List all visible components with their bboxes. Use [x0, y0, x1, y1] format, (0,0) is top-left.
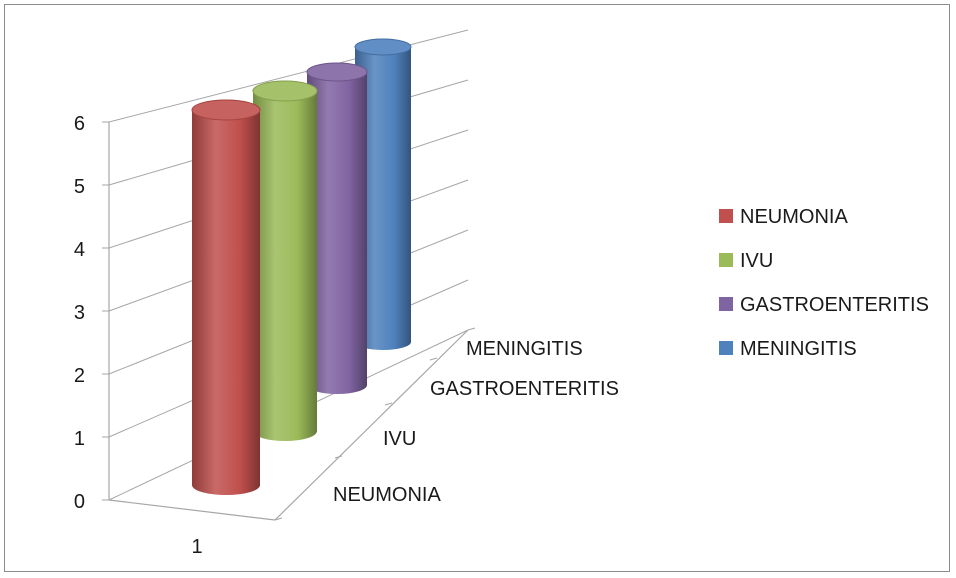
- legend-swatch: [719, 253, 733, 267]
- cylinder-body: [253, 91, 317, 441]
- axes: [102, 121, 476, 521]
- x-axis-line: [108, 499, 276, 521]
- legend-label: NEUMONIA: [740, 206, 848, 228]
- y-tick-label: 3: [74, 302, 85, 324]
- bar-neumonia: [191, 99, 261, 495]
- legend-item: IVU: [719, 250, 773, 272]
- y-tick-label: 6: [74, 113, 85, 135]
- legend-label: GASTROENTERITIS: [740, 294, 929, 316]
- legend-swatch: [719, 209, 733, 223]
- cylinder-top: [191, 99, 261, 121]
- bar-gastroenteritis: [306, 62, 368, 394]
- bars: [191, 38, 412, 495]
- legend-swatch: [719, 297, 733, 311]
- chart-svg: 0 1 2 3 4 5 6 1 NEUMONIA IVU GASTROENTERITIS MENING…: [74, 29, 929, 558]
- cylinder-body: [355, 47, 411, 350]
- depth-category-label: MENINGITIS: [466, 338, 583, 360]
- legend-label: MENINGITIS: [740, 338, 857, 360]
- depth-tick-mark: [334, 455, 343, 459]
- legend-item: NEUMONIA: [719, 206, 848, 228]
- y-tick-label: 5: [74, 176, 85, 198]
- depth-category-label: IVU: [383, 428, 416, 450]
- legend-item: GASTROENTERITIS: [719, 294, 929, 316]
- bar-ivu: [252, 80, 318, 441]
- axis-labels: 0 1 2 3 4 5 6 1 NEUMONIA IVU GASTROENTERITIS MENING…: [74, 113, 619, 558]
- y-tick-label: 1: [74, 428, 85, 450]
- cylinder-body: [307, 72, 367, 394]
- x-tick-label: 1: [191, 536, 202, 558]
- depth-category-label: NEUMONIA: [333, 484, 441, 506]
- legend-swatch: [719, 341, 733, 355]
- cylinder-top: [306, 62, 368, 82]
- legend: NEUMONIA IVU GASTROENTERITIS MENINGITIS: [719, 206, 929, 360]
- legend-item: MENINGITIS: [719, 338, 857, 360]
- y-tick-label: 4: [74, 239, 85, 261]
- bar-meningitis: [354, 38, 412, 350]
- y-tick-label: 0: [74, 491, 85, 513]
- y-tick-label: 2: [74, 365, 85, 387]
- cylinder-top: [252, 80, 318, 102]
- cylinder-top: [354, 38, 412, 56]
- depth-axis-line: [274, 329, 469, 521]
- chart-frame: 0 1 2 3 4 5 6 1 NEUMONIA IVU GASTROENTERITIS MENING…: [4, 4, 950, 572]
- legend-label: IVU: [740, 250, 773, 272]
- depth-tick-mark: [274, 517, 283, 521]
- depth-tick-mark: [429, 357, 438, 361]
- depth-category-label: GASTROENTERITIS: [430, 378, 619, 400]
- depth-tick-mark: [384, 402, 393, 406]
- cylinder-body: [192, 110, 260, 495]
- depth-tick-mark: [467, 327, 476, 331]
